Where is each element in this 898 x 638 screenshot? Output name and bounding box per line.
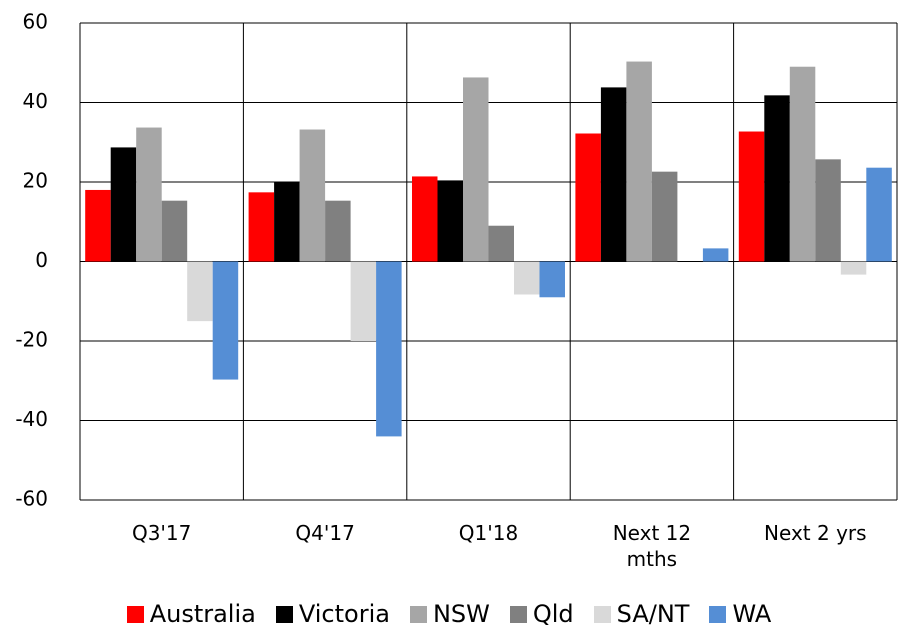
bar [575,133,601,262]
bar [789,66,816,262]
legend-label: Victoria [298,600,390,628]
bar [539,261,565,298]
bar [651,171,678,262]
legend: Australia Victoria NSW Qld SA/NT WA [0,600,898,628]
bar [488,225,514,262]
bar [248,192,275,262]
legend-item: NSW [409,600,490,628]
legend-swatch [709,605,727,623]
bar [866,167,892,262]
legend-swatch [275,605,293,623]
legend-item: Australia [126,600,256,628]
y-tick-label: 0 [35,248,48,272]
x-tick-label: Q4'17 [295,521,355,545]
legend-swatch [509,605,527,623]
bar [376,261,402,437]
bar [274,182,300,262]
bar [815,159,841,262]
bar [187,261,213,322]
bar [136,127,162,262]
legend-item: Victoria [275,600,390,628]
legend-swatch [409,605,427,623]
legend-swatch [126,605,144,623]
legend-label: NSW [432,600,490,628]
legend-label: Qld [532,600,574,628]
x-tick-label: Q1'18 [458,521,519,545]
bar [738,131,765,262]
x-tick-label: Next 2 yrs [764,521,867,545]
bar [437,180,463,262]
x-tick-label: Q3'17 [131,521,192,545]
y-tick-label: -20 [15,328,48,352]
y-tick-label: -60 [15,487,48,511]
bar [626,61,652,262]
bar [702,248,729,262]
legend-label: Australia [149,600,256,628]
legend-item: WA [709,600,771,628]
bar [412,176,438,262]
bar [840,261,867,275]
bar [161,200,188,262]
y-tick-label: 20 [23,169,48,193]
bar [299,129,326,262]
y-tick-label: 60 [23,10,48,34]
bar [514,261,540,295]
legend-label: WA [732,600,772,628]
bar [463,77,489,262]
legend-swatch [593,605,611,623]
y-tick-label: 40 [23,89,48,113]
bar [350,261,377,341]
bar [600,87,627,262]
legend-item: SA/NT [593,600,690,628]
bar [110,147,137,262]
bar [212,261,239,380]
bar [325,200,351,262]
legend-label: SA/NT [616,600,690,628]
bar [764,95,790,262]
bar [85,189,111,262]
y-tick-label: -40 [15,407,48,431]
legend-item: Qld [509,600,574,628]
x-tick-label: Next 12 mths [612,521,692,571]
